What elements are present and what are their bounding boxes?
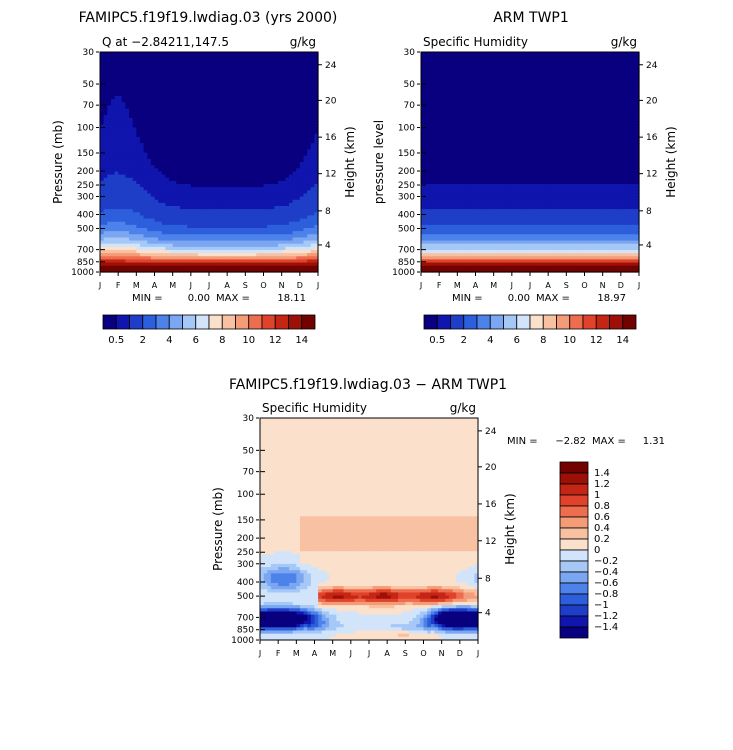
colorbar-box (103, 315, 116, 329)
colorbar-box (275, 315, 288, 329)
colorbar-label: 4 (166, 335, 172, 346)
x-tick-label: J (316, 281, 319, 290)
y-tick-label: 50 (83, 80, 95, 90)
right-tick-label: 12 (325, 170, 336, 180)
colorbar-box (236, 315, 249, 329)
min-label: MIN = (132, 293, 163, 304)
right-axis-label: Height (km) (343, 126, 357, 197)
y-tick-label: 850 (77, 258, 94, 268)
colorbar-label: 8 (219, 335, 225, 346)
panel-title: FAMIPC5.f19f19.lwdiag.03 (yrs 2000) (79, 10, 338, 26)
y-tick-label: 100 (77, 124, 94, 134)
y-tick-label: 300 (77, 192, 94, 202)
y-tick-label: 500 (77, 225, 94, 235)
x-tick-label: M (133, 281, 140, 290)
y-tick-label: 70 (83, 101, 95, 111)
colorbar-box (249, 315, 262, 329)
x-tick-label: O (260, 281, 266, 290)
right-tick-label: 4 (325, 241, 331, 251)
units-label: g/kg (290, 35, 316, 49)
colorbar-box (209, 315, 222, 329)
x-tick-label: A (224, 281, 230, 290)
max-value: 18.11 (277, 293, 306, 304)
colorbar-box (289, 315, 302, 329)
colorbar-label: 0.5 (108, 335, 124, 346)
x-tick-label: J (98, 281, 101, 290)
panel-1: 3050701001502002503004005007008501000242… (372, 10, 678, 346)
min-value: 0.00 (188, 293, 210, 304)
colorbar-label: 6 (193, 335, 199, 346)
colorbar-box (196, 315, 209, 329)
contour-field (100, 52, 319, 273)
panel-0: 3050701001502002503004005007008501000242… (51, 10, 357, 346)
y-tick-label: 1000 (71, 268, 94, 278)
colorbar-box (169, 315, 182, 329)
x-tick-label: J (207, 281, 210, 290)
colorbar-label: 2 (140, 335, 146, 346)
colorbar-box (183, 315, 196, 329)
contour-field (421, 52, 640, 273)
max-label: MAX = (216, 293, 250, 304)
colorbar-box (143, 315, 156, 329)
x-tick-label: F (116, 281, 121, 290)
right-tick-label: 8 (325, 207, 331, 217)
colorbar-label: 12 (269, 335, 282, 346)
y-tick-label: 150 (77, 149, 94, 159)
x-tick-label: A (152, 281, 158, 290)
right-tick-label: 24 (325, 61, 337, 71)
colorbar-label: 10 (242, 335, 255, 346)
y-axis-label: Pressure (mb) (51, 120, 65, 204)
x-tick-label: N (279, 281, 285, 290)
x-tick-label: S (243, 281, 248, 290)
x-tick-label: D (297, 281, 303, 290)
x-tick-label: M (169, 281, 176, 290)
right-tick-label: 20 (325, 96, 337, 106)
colorbar-label: 14 (295, 335, 308, 346)
y-tick-label: 700 (77, 246, 94, 256)
y-tick-label: 200 (77, 167, 94, 177)
panel-subtitle: Q at −2.84211,147.5 (102, 35, 229, 49)
colorbar-box (222, 315, 235, 329)
x-tick-label: J (189, 281, 192, 290)
colorbar-box (156, 315, 169, 329)
y-tick-label: 250 (77, 181, 94, 191)
right-tick-label: 16 (325, 133, 337, 143)
colorbar-box (130, 315, 143, 329)
colorbar-box (116, 315, 129, 329)
colorbar-box (302, 315, 315, 329)
y-tick-label: 30 (83, 48, 95, 58)
y-tick-label: 400 (77, 211, 94, 221)
colorbar-box (262, 315, 275, 329)
